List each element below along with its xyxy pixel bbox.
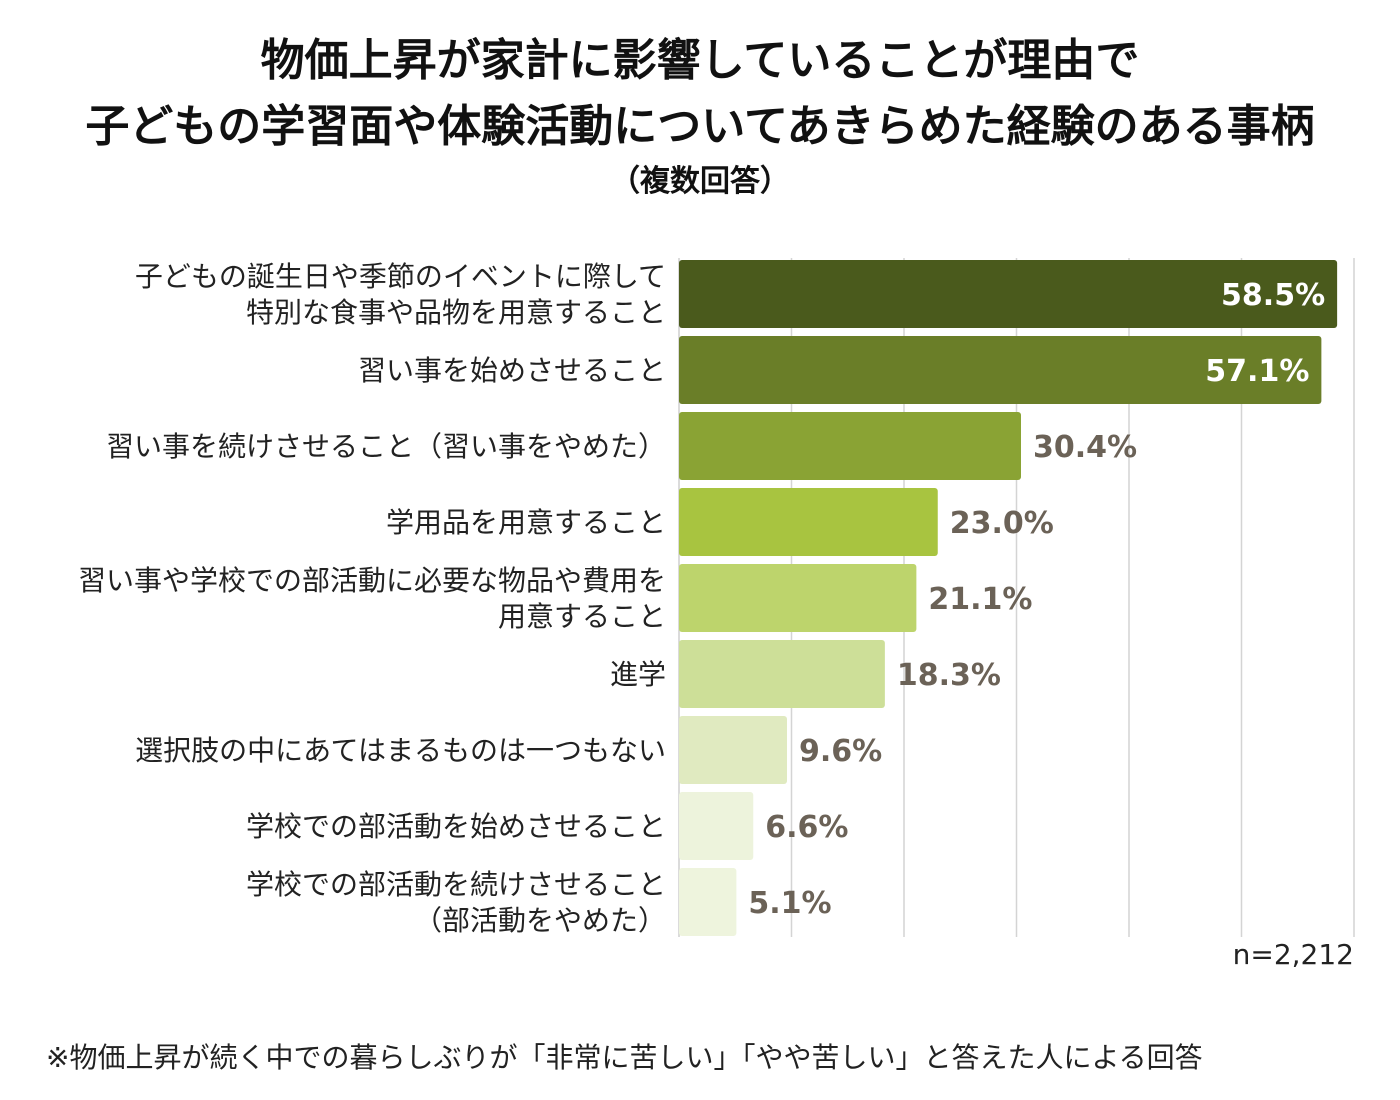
chart-subtitle: （複数回答） [610,164,790,199]
bar [679,336,1322,404]
value-label: 5.1% [748,886,831,921]
value-label: 58.5% [1221,278,1325,313]
category-label: 習い事を続けさせること（習い事をやめた） [106,430,666,463]
category-label: 学用品を用意すること [386,506,666,539]
value-label: 21.1% [928,582,1032,617]
bar [679,716,787,784]
category-label: 学校での部活動を続けさせること（部活動をやめた） [246,868,666,937]
bar [679,412,1021,480]
category-label: 習い事を始めさせること [358,354,666,387]
sample-size-label: n=2,212 [1232,938,1354,971]
category-label: 選択肢の中にあてはまるものは一つもない [135,734,666,767]
bar [679,260,1338,328]
value-label: 57.1% [1205,354,1309,389]
bar [679,564,917,632]
bar [679,640,885,708]
bar [679,868,737,936]
category-label: 進学 [610,658,666,691]
category-label: 子どもの誕生日や季節のイベントに際して特別な食事や品物を用意すること [135,260,666,329]
bar [679,792,754,860]
value-label: 30.4% [1033,430,1137,465]
chart-title-line2: 子どもの学習面や体験活動についてあきらめた経験のある事柄 [85,101,1315,152]
footnote: ※物価上昇が続く中での暮らしぶりが「非常に苦しい」「やや苦しい」と答えた人による… [46,1041,1203,1074]
bar [679,488,938,556]
category-label: 学校での部活動を始めさせること [246,810,666,843]
value-label: 18.3% [897,658,1001,693]
value-label: 9.6% [799,734,882,769]
chart-title-line1: 物価上昇が家計に影響していることが理由で [260,35,1140,86]
category-label: 習い事や学校での部活動に必要な物品や費用を用意すること [78,564,666,633]
value-label: 23.0% [950,506,1054,541]
value-label: 6.6% [765,810,848,845]
